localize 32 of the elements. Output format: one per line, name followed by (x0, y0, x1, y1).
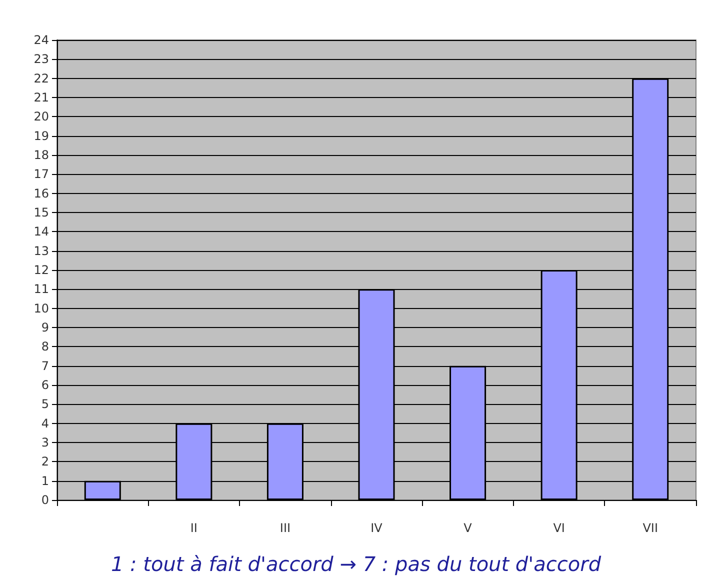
y-tick-label: 18 (34, 148, 49, 162)
y-tick-label: 11 (34, 282, 49, 296)
y-tick-label: 13 (34, 244, 49, 258)
x-tick-label: II (190, 521, 198, 535)
y-tick-label: 19 (34, 128, 49, 143)
y-tick-label: 24 (34, 33, 49, 47)
x-tick-label: VII (642, 521, 658, 535)
x-tick-label: V (464, 521, 473, 535)
x-tick-label: IV (370, 521, 384, 535)
y-tick-label: 12 (34, 263, 49, 277)
y-tick-label: 15 (34, 206, 49, 220)
y-tick-label: 6 (41, 378, 49, 392)
y-tick-label: 1 (41, 474, 49, 488)
text: 1 : tout à fait d'accord → 7 : pas du tout d'accord (110, 552, 602, 576)
y-tick-label: 3 (41, 436, 49, 450)
y-tick-label: 17 (34, 167, 49, 182)
y-tick-label: 5 (41, 397, 49, 412)
y-tick-label: 0 (41, 493, 49, 507)
y-tick-label: 8 (41, 340, 49, 354)
y-tick-label: 9 (41, 320, 49, 334)
x-tick-label: III (280, 521, 291, 535)
y-tick-label: 2 (41, 454, 49, 469)
y-tick-label: 4 (41, 416, 49, 430)
y-tick-label: 7 (41, 358, 49, 373)
y-tick-label: 10 (34, 301, 49, 316)
y-tick-label: 16 (34, 186, 49, 200)
y-tick-label: 20 (34, 110, 49, 124)
y-tick-label: 22 (34, 71, 49, 86)
x-tick-label: VI (553, 521, 565, 535)
y-tick-label: 14 (34, 224, 49, 239)
y-tick-label: 23 (34, 52, 49, 66)
y-tick-label: 21 (34, 90, 49, 104)
